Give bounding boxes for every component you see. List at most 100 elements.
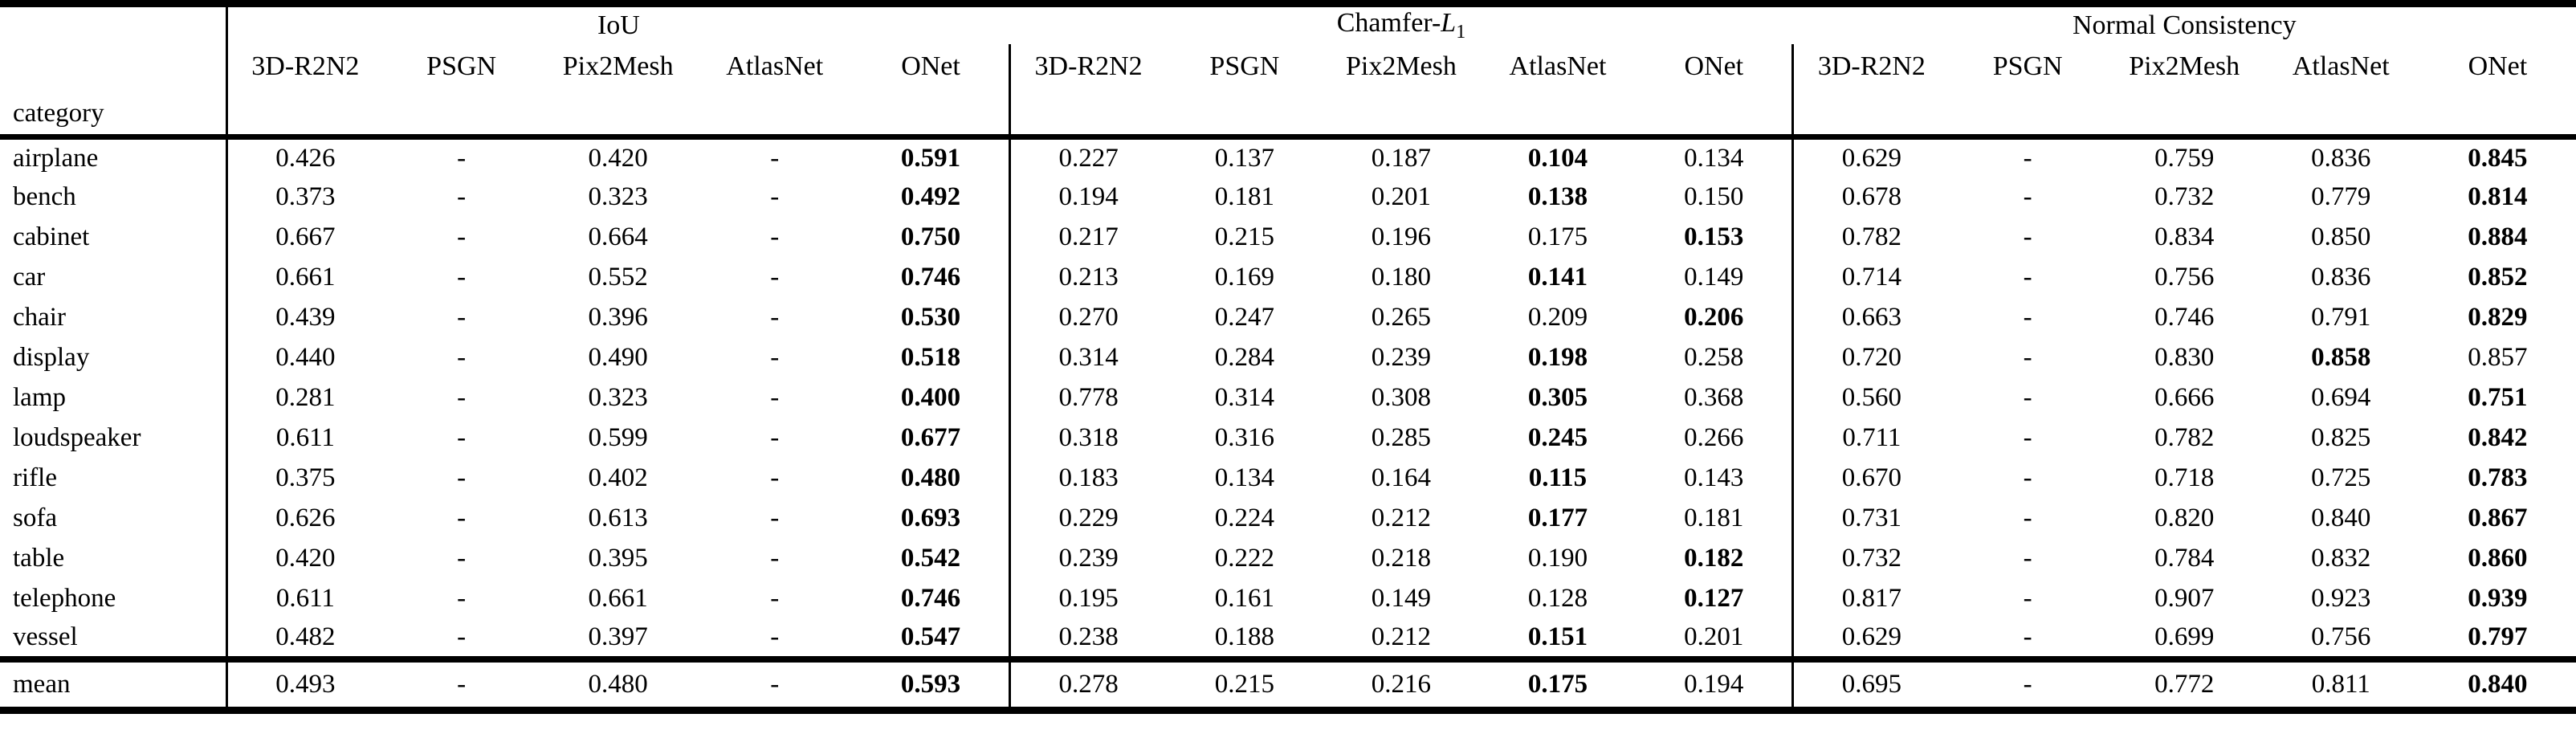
table-cell-sofa-chamfer_l1-atlasnet: 0.177: [1527, 504, 1588, 533]
table-cell-telephone-iou-atlasnet: -: [770, 584, 780, 614]
table-cell-loudspeaker-chamfer_l1-psgn: 0.316: [1214, 423, 1274, 453]
table-cell-loudspeaker-normal_consistency-atlasnet: 0.825: [2311, 423, 2371, 453]
table-row-sofa: sofa 0.626 - 0.613 - 0.693 0.229 0.224 0.212 0.17…: [0, 498, 2576, 539]
table-cell-telephone-chamfer_l1-atlasnet: 0.128: [1527, 584, 1588, 614]
table-cell-airplane-chamfer_l1-psgn: 0.137: [1214, 144, 1274, 173]
row-category: table: [0, 538, 228, 579]
table-cell-rifle-chamfer_l1-3dr2n2: 0.183: [1008, 458, 1167, 499]
table-cell-bench-chamfer_l1-pix2mesh: 0.201: [1371, 182, 1432, 212]
table-cell-rifle-normal_consistency-3dr2n2: 0.670: [1791, 458, 1950, 499]
chamfer-label-prefix: Chamfer-: [1336, 8, 1441, 39]
table-cell-rifle-chamfer_l1-atlasnet: 0.115: [1528, 463, 1588, 493]
table-cell-rifle-iou-pix2mesh: 0.402: [588, 463, 648, 493]
table-cell-vessel-normal_consistency-3dr2n2: 0.629: [1791, 618, 1950, 663]
table-cell-cabinet-normal_consistency-3dr2n2: 0.782: [1791, 217, 1950, 258]
table-cell-telephone-chamfer_l1-3dr2n2: 0.195: [1008, 578, 1167, 619]
column-header-iou-3dr2n2: 3D-R2N2: [251, 51, 360, 81]
table-cell-table-normal_consistency-3dr2n2: 0.732: [1791, 538, 1950, 579]
table-cell-car-chamfer_l1-onet: 0.149: [1684, 263, 1744, 292]
table-cell-mean-chamfer_l1-psgn: 0.215: [1214, 670, 1274, 699]
header-spacer-cell: [1791, 88, 1950, 140]
table-cell-table-normal_consistency-atlasnet: 0.832: [2311, 544, 2371, 573]
table-cell-chair-normal_consistency-atlasnet: 0.791: [2311, 303, 2371, 332]
table-cell-bench-normal_consistency-3dr2n2: 0.678: [1791, 177, 1950, 218]
table-cell-table-chamfer_l1-onet: 0.182: [1684, 544, 1744, 573]
table-cell-chair-chamfer_l1-3dr2n2: 0.270: [1008, 297, 1167, 338]
table-cell-cabinet-normal_consistency-psgn: -: [2023, 222, 2032, 252]
table-cell-sofa-chamfer_l1-3dr2n2: 0.229: [1008, 498, 1167, 539]
table-cell-sofa-chamfer_l1-psgn: 0.224: [1214, 504, 1274, 533]
table-cell-car-chamfer_l1-pix2mesh: 0.180: [1371, 263, 1432, 292]
header-spacer-cell: [2105, 88, 2263, 140]
table-cell-airplane-iou-psgn: -: [457, 144, 467, 173]
table-cell-telephone-normal_consistency-pix2mesh: 0.907: [2154, 584, 2215, 614]
row-category: loudspeaker: [0, 418, 228, 459]
table-row-rifle: rifle 0.375 - 0.402 - 0.480 0.183 0.134 0.164 0.1…: [0, 458, 2576, 499]
table-cell-sofa-iou-atlasnet: -: [770, 504, 780, 533]
table-cell-mean-normal_consistency-pix2mesh: 0.772: [2154, 670, 2215, 699]
table-cell-chair-iou-atlasnet: -: [770, 303, 780, 332]
table-cell-table-iou-onet: 0.542: [900, 544, 961, 573]
category-label-row: category: [0, 88, 2576, 140]
table-cell-chair-normal_consistency-psgn: -: [2023, 303, 2032, 332]
table-cell-table-chamfer_l1-psgn: 0.222: [1214, 544, 1274, 573]
table-cell-lamp-chamfer_l1-psgn: 0.314: [1214, 383, 1274, 413]
table-cell-car-chamfer_l1-atlasnet: 0.141: [1527, 263, 1588, 292]
table-cell-rifle-chamfer_l1-pix2mesh: 0.164: [1371, 463, 1432, 493]
table-row-car: car 0.661 - 0.552 - 0.746 0.213 0.169 0.180 0.141…: [0, 257, 2576, 298]
table-cell-rifle-normal_consistency-atlasnet: 0.725: [2311, 463, 2371, 493]
table-cell-bench-iou-atlasnet: -: [770, 182, 780, 212]
table-cell-loudspeaker-iou-pix2mesh: 0.599: [588, 423, 648, 453]
table-cell-sofa-iou-onet: 0.693: [900, 504, 961, 533]
table-cell-car-normal_consistency-pix2mesh: 0.756: [2154, 263, 2215, 292]
table-cell-loudspeaker-chamfer_l1-atlasnet: 0.245: [1527, 423, 1588, 453]
table-cell-cabinet-normal_consistency-onet: 0.884: [2468, 222, 2528, 252]
group-header-iou: IoU: [597, 10, 640, 41]
table-cell-bench-chamfer_l1-onet: 0.150: [1684, 182, 1744, 212]
table-cell-rifle-chamfer_l1-onet: 0.143: [1684, 463, 1744, 493]
table-cell-vessel-iou-atlasnet: -: [696, 618, 854, 663]
table-cell-bench-chamfer_l1-psgn: 0.181: [1214, 182, 1274, 212]
table-cell-telephone-normal_consistency-onet: 0.939: [2468, 584, 2528, 614]
table-cell-sofa-iou-psgn: -: [457, 504, 467, 533]
table-row-bench: bench 0.373 - 0.323 - 0.492 0.194 0.181 0.201 0.1…: [0, 177, 2576, 218]
table-cell-lamp-chamfer_l1-pix2mesh: 0.308: [1371, 383, 1432, 413]
table-cell-telephone-iou-pix2mesh: 0.661: [588, 584, 648, 614]
table-cell-telephone-iou-psgn: -: [457, 584, 467, 614]
table-cell-telephone-chamfer_l1-pix2mesh: 0.149: [1371, 584, 1432, 614]
table-cell-loudspeaker-iou-psgn: -: [457, 423, 467, 453]
table-cell-chair-iou-psgn: -: [457, 303, 467, 332]
table-cell-airplane-normal_consistency-psgn: -: [2023, 144, 2032, 173]
column-header-row: 3D-R2N2 PSGN Pix2Mesh AtlasNet ONet 3D-R2N2 PS…: [0, 43, 2576, 89]
column-header-chamfer_l1-atlasnet: AtlasNet: [1509, 51, 1607, 81]
table-cell-bench-normal_consistency-onet: 0.814: [2468, 182, 2528, 212]
table-cell-table-normal_consistency-onet: 0.860: [2468, 544, 2528, 573]
column-header-chamfer_l1-3dr2n2: 3D-R2N2: [1008, 43, 1167, 89]
table-cell-cabinet-chamfer_l1-psgn: 0.215: [1214, 222, 1274, 252]
table-cell-display-iou-3dr2n2: 0.440: [275, 343, 336, 373]
table-cell-display-normal_consistency-atlasnet: 0.858: [2311, 343, 2371, 373]
table-cell-vessel-iou-psgn: -: [383, 618, 540, 663]
header-spacer-cell: [1008, 88, 1167, 140]
table-cell-car-normal_consistency-3dr2n2: 0.714: [1791, 257, 1950, 298]
table-cell-mean-chamfer_l1-3dr2n2: 0.278: [1008, 659, 1167, 711]
table-cell-airplane-normal_consistency-atlasnet: 0.836: [2311, 144, 2371, 173]
table-cell-cabinet-iou-psgn: -: [457, 222, 467, 252]
table-cell-chair-normal_consistency-3dr2n2: 0.663: [1791, 297, 1950, 338]
table-cell-car-iou-3dr2n2: 0.661: [275, 263, 336, 292]
column-header-iou-atlasnet: AtlasNet: [726, 51, 824, 81]
table-cell-chair-normal_consistency-pix2mesh: 0.746: [2154, 303, 2215, 332]
table-cell-sofa-normal_consistency-3dr2n2: 0.731: [1791, 498, 1950, 539]
table-cell-vessel-normal_consistency-psgn: -: [1949, 618, 2106, 663]
table-cell-telephone-normal_consistency-3dr2n2: 0.817: [1791, 578, 1950, 619]
table-cell-table-iou-atlasnet: -: [770, 544, 780, 573]
table-cell-telephone-iou-onet: 0.746: [900, 584, 961, 614]
table-cell-lamp-normal_consistency-pix2mesh: 0.666: [2154, 383, 2215, 413]
row-category: mean: [0, 659, 228, 711]
table-cell-airplane-iou-pix2mesh: 0.420: [588, 144, 648, 173]
table-cell-telephone-normal_consistency-atlasnet: 0.923: [2311, 584, 2371, 614]
table-cell-vessel-iou-3dr2n2: 0.482: [226, 618, 384, 663]
header-spacer-cell: [853, 88, 1010, 140]
group-header-normal-consistency: Normal Consistency: [2073, 10, 2297, 41]
